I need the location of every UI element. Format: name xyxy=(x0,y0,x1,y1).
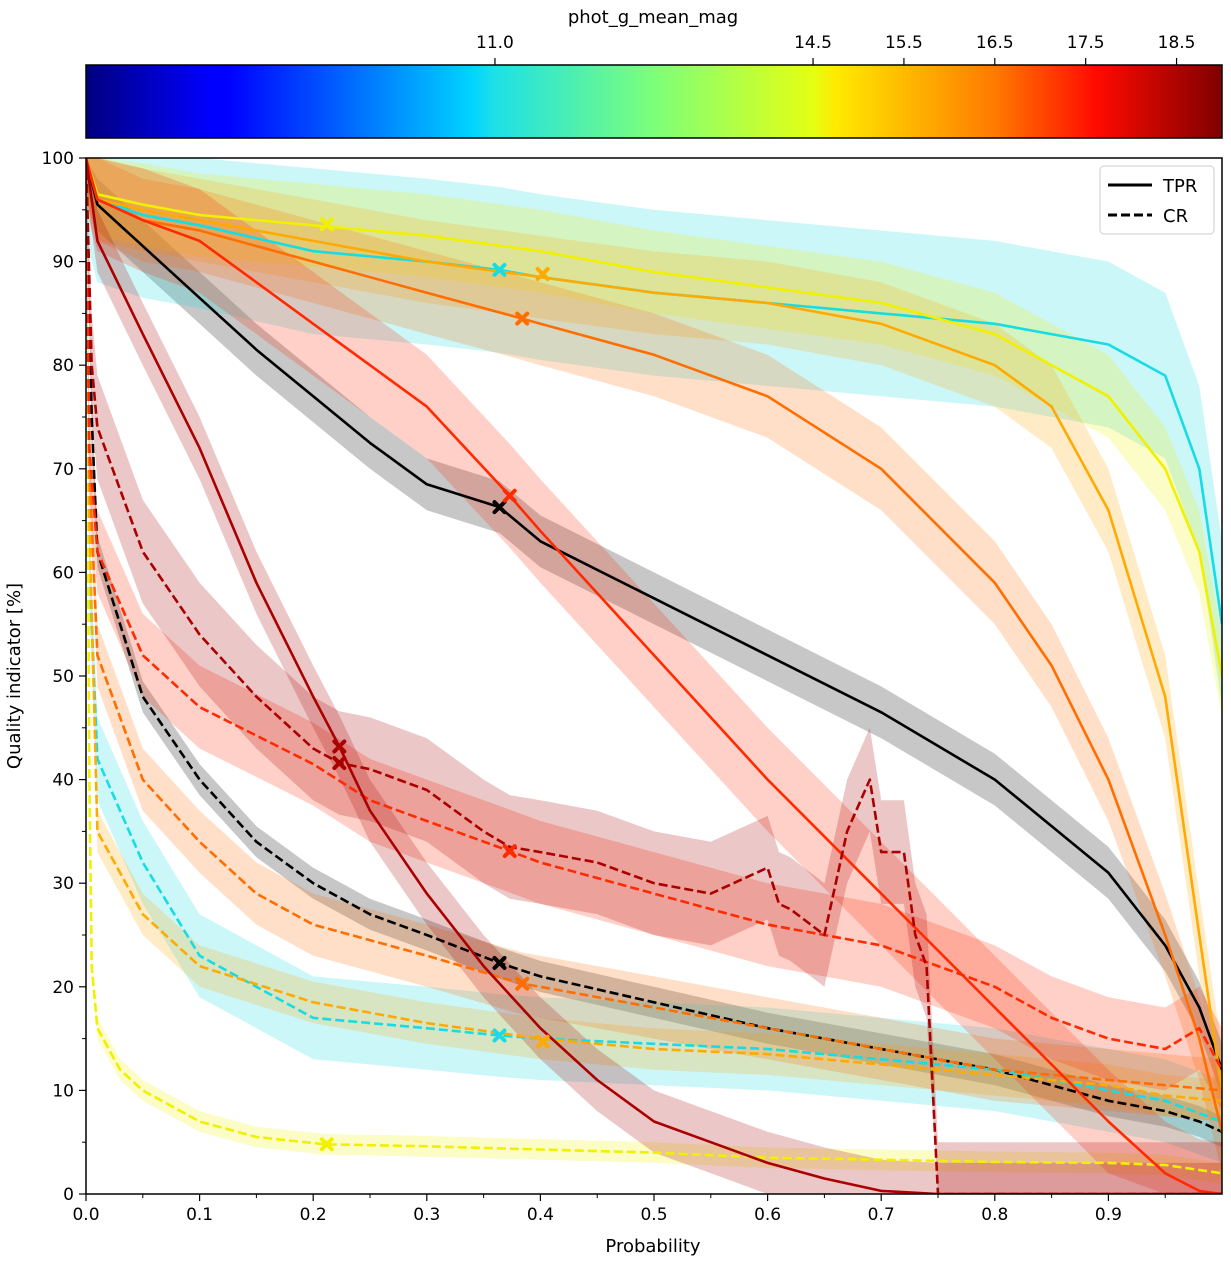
legend-cr-label: CR xyxy=(1163,206,1188,227)
tpr-line-14-5 xyxy=(86,158,1222,677)
x-tick-label: 0.5 xyxy=(640,1205,667,1225)
tpr-band-15-5 xyxy=(86,158,1222,1132)
x-tick-label: 0.8 xyxy=(981,1205,1008,1225)
y-tick-label: 20 xyxy=(52,978,74,998)
y-tick-label: 30 xyxy=(52,874,74,894)
tpr-line-18-5 xyxy=(86,158,1222,1194)
colorbar-tick-label: 16.5 xyxy=(976,33,1014,53)
cr-marker-15-5 xyxy=(535,1034,550,1049)
cr-line-15-5 xyxy=(86,158,1222,1103)
colorbar xyxy=(85,64,1223,139)
x-tick-label: 0.0 xyxy=(72,1205,99,1225)
cr-line-17-5 xyxy=(86,158,1222,1071)
tpr-line-16-5 xyxy=(86,158,1222,1133)
legend-tpr-label: TPR xyxy=(1162,176,1197,197)
tpr-marker-15-5 xyxy=(535,267,550,282)
tpr-marker-18-5 xyxy=(332,739,347,754)
x-tick-label: 0.7 xyxy=(868,1205,895,1225)
cr-marker-16-5 xyxy=(515,976,530,991)
tpr-marker-14-5 xyxy=(319,217,334,232)
colorbar-label: phot_g_mean_mag xyxy=(568,7,738,28)
tpr-band-17-5 xyxy=(86,158,1222,1194)
tpr-band-18-5 xyxy=(86,158,1222,1194)
x-tick-label: 0.9 xyxy=(1095,1205,1122,1225)
y-tick-label: 90 xyxy=(52,253,74,273)
cr-band-all xyxy=(86,158,1222,1148)
y-tick-label: 60 xyxy=(52,563,74,583)
colorbar-tick-label: 18.5 xyxy=(1158,33,1196,53)
legend-box xyxy=(1099,165,1215,235)
x-axis-ticks: 0.0 0.1 0.2 0.3 0.4 0.5 0.6 0.7 0.8 0.9 xyxy=(72,1194,1166,1225)
y-tick-label: 70 xyxy=(52,460,74,480)
legend: TPR CR xyxy=(1099,165,1215,235)
y-axis-label: Quality indicator [%] xyxy=(4,583,25,769)
y-tick-label: 10 xyxy=(52,1081,74,1101)
tpr-marker-all xyxy=(492,500,507,515)
cr-band-11-0 xyxy=(86,158,1222,1163)
cr-line-16-5 xyxy=(86,158,1222,1092)
cr-marker-17-5 xyxy=(502,844,517,859)
y-axis-ticks: 0 10 20 30 40 50 60 70 80 90 100 xyxy=(42,149,86,1205)
x-tick-label: 0.1 xyxy=(186,1205,213,1225)
colorbar-ticks: 11.0 14.5 15.5 16.5 17.5 18.5 xyxy=(476,33,1195,65)
tpr-band-14-5 xyxy=(86,158,1222,718)
tpr-marker-16-5 xyxy=(515,311,530,326)
colorbar-tick-label: 15.5 xyxy=(885,33,923,53)
cr-band-17-5 xyxy=(86,158,1222,1112)
colorbar-tick-label: 14.5 xyxy=(794,33,832,53)
x-tick-label: 0.6 xyxy=(754,1205,781,1225)
tpr-marker-11-0 xyxy=(492,262,507,277)
tpr-line-all xyxy=(86,158,1222,1071)
cr-line-14-5 xyxy=(86,158,1222,1175)
tpr-marker-17-5 xyxy=(502,488,517,503)
colorbar-tick-label: 17.5 xyxy=(1067,33,1105,53)
tpr-band-16-5 xyxy=(86,158,1222,1174)
x-axis-label: Probability xyxy=(605,1236,700,1257)
series-markers xyxy=(319,217,550,1152)
y-tick-label: 80 xyxy=(52,356,74,376)
x-tick-label: 0.3 xyxy=(413,1205,440,1225)
confidence-bands xyxy=(86,158,1222,1194)
tpr-band-11-0 xyxy=(86,158,1222,708)
tpr-line-15-5 xyxy=(86,158,1222,1091)
y-tick-label: 40 xyxy=(52,771,74,791)
y-tick-label: 50 xyxy=(52,667,74,687)
colorbar-tick-label: 11.0 xyxy=(476,33,514,53)
cr-marker-14-5 xyxy=(319,1137,334,1152)
y-tick-label: 0 xyxy=(63,1185,74,1205)
tpr-line-17-5 xyxy=(86,158,1222,1194)
x-tick-label: 0.4 xyxy=(527,1205,554,1225)
cr-line-18-5 xyxy=(86,158,1222,1194)
y-tick-label: 100 xyxy=(42,149,74,169)
cr-marker-all xyxy=(492,955,507,970)
cr-marker-11-0 xyxy=(492,1028,507,1043)
x-tick-label: 0.2 xyxy=(300,1205,327,1225)
cr-marker-18-5 xyxy=(332,756,347,771)
